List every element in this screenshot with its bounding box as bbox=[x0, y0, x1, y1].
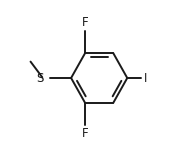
Text: I: I bbox=[144, 71, 147, 85]
Text: F: F bbox=[82, 127, 88, 140]
Text: F: F bbox=[82, 16, 88, 29]
Text: S: S bbox=[36, 71, 44, 85]
